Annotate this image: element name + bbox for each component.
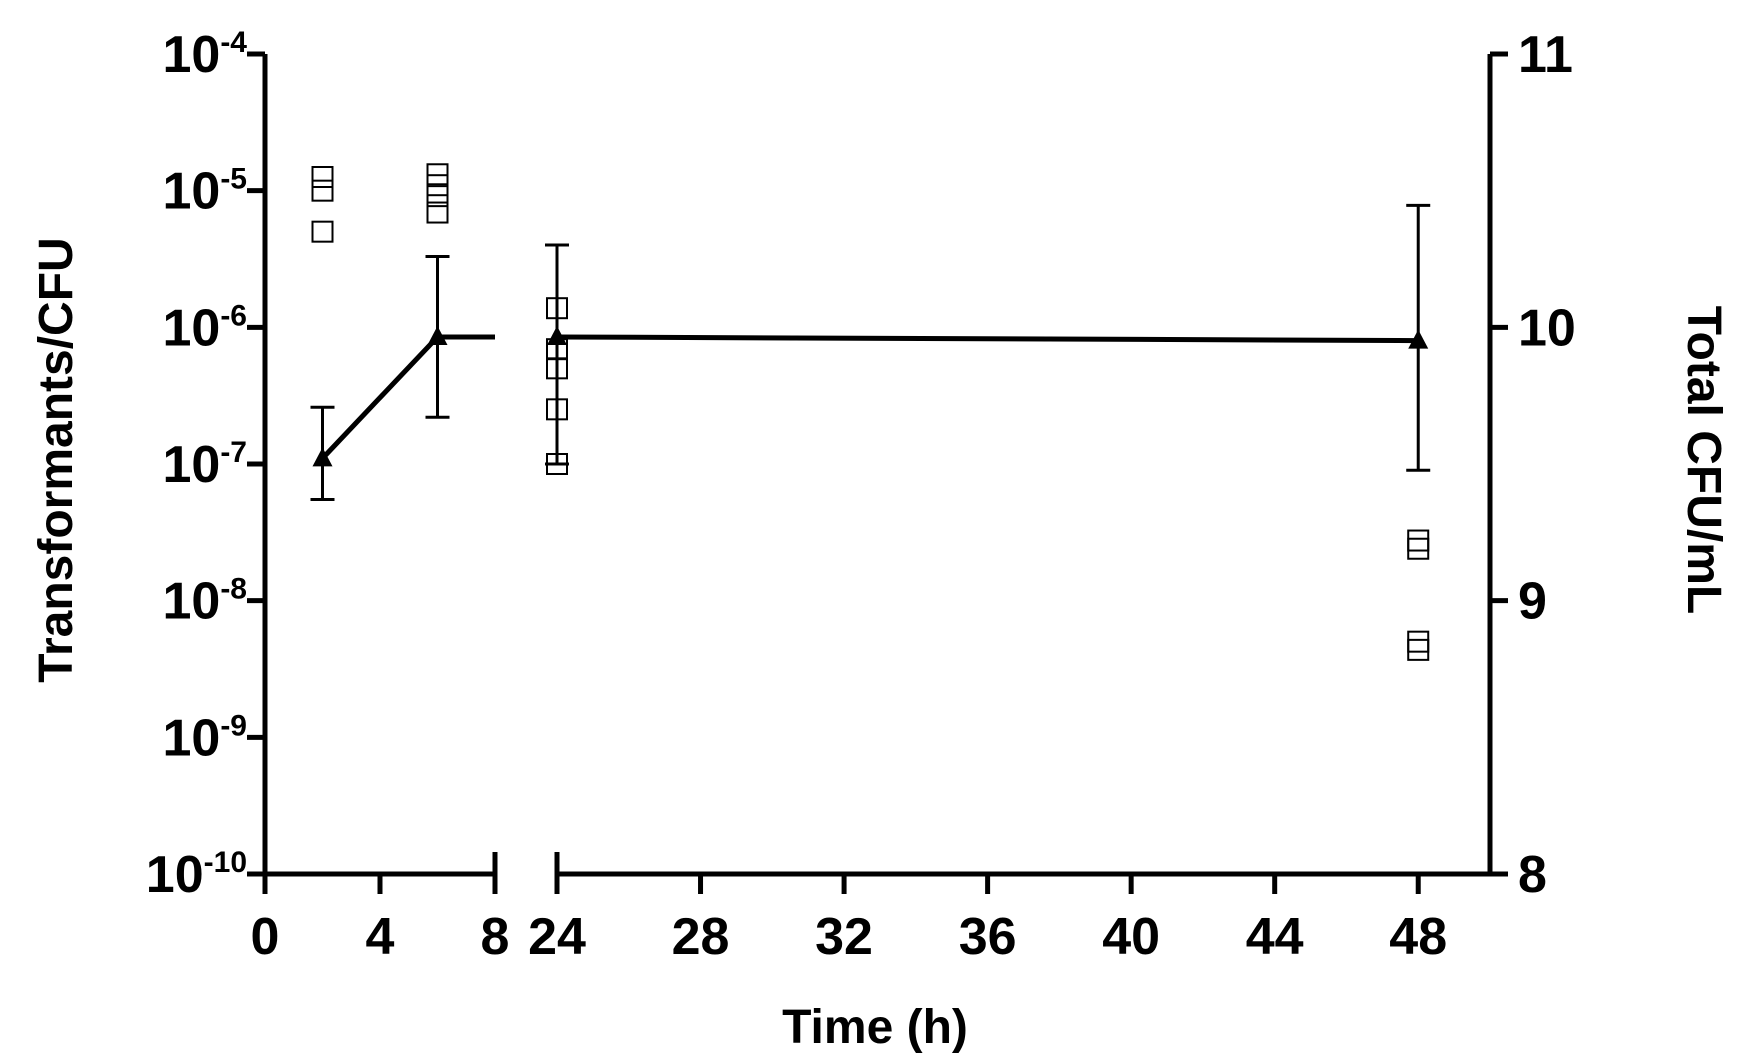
x-tick-label: 24 bbox=[528, 908, 586, 966]
axes-group bbox=[247, 51, 1508, 894]
x-tick-label: 36 bbox=[959, 908, 1017, 966]
data-point-square bbox=[546, 357, 568, 380]
data-point-triangle bbox=[1408, 329, 1429, 349]
y2-tick-label: 11 bbox=[1518, 26, 1573, 84]
x-tick-label: 48 bbox=[1389, 908, 1447, 966]
data-point-square bbox=[1407, 630, 1430, 653]
y-tick-label: 10-8 bbox=[162, 573, 247, 631]
x-tick-label: 40 bbox=[1102, 908, 1160, 966]
x-tick-label: 0 bbox=[251, 908, 280, 966]
y-axis-title: Transformants/CFU bbox=[30, 237, 83, 682]
y2-tick-label: 9 bbox=[1518, 573, 1547, 631]
data-point-square bbox=[311, 179, 334, 202]
data-point-square bbox=[546, 398, 568, 421]
data-point-square bbox=[311, 166, 334, 188]
y2-axis-title: Total CFU/mL bbox=[1677, 306, 1730, 614]
data-point-triangle bbox=[427, 325, 448, 345]
data-point-triangle bbox=[312, 447, 333, 467]
data-point-square bbox=[426, 201, 449, 224]
data-point-square bbox=[1407, 638, 1430, 661]
x-tick-label: 28 bbox=[672, 908, 730, 966]
y-tick-label: 10-10 bbox=[146, 846, 247, 904]
data-point-square bbox=[426, 185, 449, 208]
x-tick-label: 4 bbox=[366, 908, 395, 966]
y-tick-label: 10-4 bbox=[162, 26, 247, 84]
x-axis-title: Time (h) bbox=[782, 1001, 968, 1054]
y-tick-label: 10-6 bbox=[162, 299, 247, 357]
y-tick-label: 10-9 bbox=[162, 709, 247, 767]
y-tick-label: 10-5 bbox=[162, 163, 247, 221]
data-point-square bbox=[546, 453, 568, 475]
data-point-triangle bbox=[547, 325, 567, 345]
y2-tick-label: 10 bbox=[1518, 299, 1576, 357]
x-tick-label: 44 bbox=[1246, 908, 1304, 966]
plot-marks-group bbox=[310, 163, 1431, 661]
x-tick-label: 8 bbox=[481, 908, 510, 966]
data-point-square bbox=[1407, 537, 1430, 560]
data-point-square bbox=[546, 297, 568, 320]
y-tick-label: 10-7 bbox=[162, 436, 247, 494]
series-line bbox=[320, 334, 1419, 461]
data-point-square bbox=[1407, 529, 1430, 552]
y2-tick-label: 8 bbox=[1518, 846, 1547, 904]
x-tick-label: 32 bbox=[815, 908, 873, 966]
data-point-square bbox=[311, 220, 334, 243]
